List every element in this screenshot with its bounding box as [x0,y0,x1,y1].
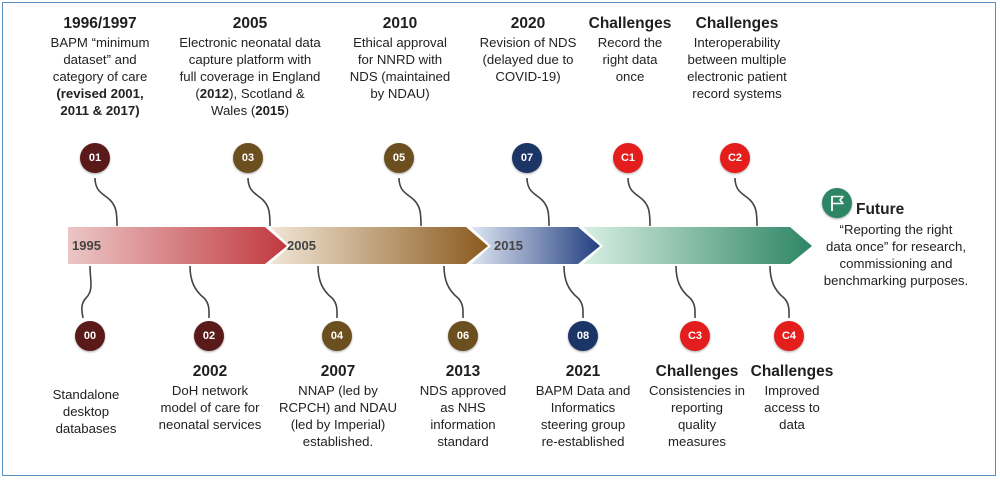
milestone-circle-08: 08 [568,321,598,351]
milestone-circle-c3: C3 [680,321,710,351]
milestone-text-2010: 2010 Ethical approval for NNRD with NDS … [335,14,465,102]
milestone-text-1996: 1996/1997 BAPM “minimum dataset” and cat… [20,14,180,119]
milestone-circle-03: 03 [233,143,263,173]
milestone-text-c2: Challenges Interoperability between mult… [672,14,802,102]
milestone-circle-05: 05 [384,143,414,173]
milestone-text-c4: Challenges Improved access to data [742,362,842,433]
milestone-text-2002: 2002 DoH network model of care for neona… [148,362,272,433]
milestone-circle-07: 07 [512,143,542,173]
milestone-heading: 2013 [445,363,481,380]
milestone-text-c1: Challenges Record the right data once [578,14,682,85]
milestone-heading: Challenges [655,363,739,380]
connector-lines [81,177,790,319]
milestone-heading: 2007 [320,363,356,380]
axis-label-1995: 1995 [72,238,101,253]
milestone-heading: Challenges [695,15,779,32]
milestone-heading: Challenges [750,363,834,380]
axis-label-2015: 2015 [494,238,523,253]
milestone-text-2007: 2007 NNAP (led by RCPCH) and NDAU (led b… [279,363,397,449]
milestone-circle-01: 01 [80,143,110,173]
future-text: “Reporting the right data once” for rese… [823,222,969,288]
milestone-heading: 2020 [510,15,546,32]
milestone-heading: 2002 [192,363,228,380]
axis-label-2005: 2005 [287,238,316,253]
milestone-circle-c2: C2 [720,143,750,173]
milestone-heading: 1996/1997 [63,15,137,32]
milestone-circle-c4: C4 [774,321,804,351]
future-heading: Future [856,201,905,218]
milestone-circle-c1: C1 [613,143,643,173]
milestone-text-2021: 2021 BAPM Data and Informatics steering … [524,362,642,450]
milestone-circle-02: 02 [194,321,224,351]
milestone-text-2020: 2020 Revision of NDS (delayed due to COV… [466,14,590,85]
milestone-text-c3: Challenges Consistencies in reporting qu… [642,362,752,450]
milestone-heading: 2005 [232,15,268,32]
arrow-segment-3 [471,227,600,264]
milestone-text-2005: 2005 Electronic neonatal data capture pl… [163,14,337,119]
arrow-segment-1 [68,227,287,264]
milestone-heading: Challenges [588,15,672,32]
arrow-segment-2 [270,227,488,264]
milestone-text-00: Standalone desktop databases [52,387,120,436]
milestone-text-2013: 2013 NDS approved as NHS information sta… [408,362,518,450]
milestone-circle-04: 04 [322,321,352,351]
milestone-circle-00: 00 [75,321,105,351]
arrow-segment-4 [583,227,812,264]
milestone-heading: 2010 [382,15,418,32]
milestone-circle-06: 06 [448,321,478,351]
milestone-heading: 2021 [565,363,601,380]
flag-icon [822,188,852,218]
